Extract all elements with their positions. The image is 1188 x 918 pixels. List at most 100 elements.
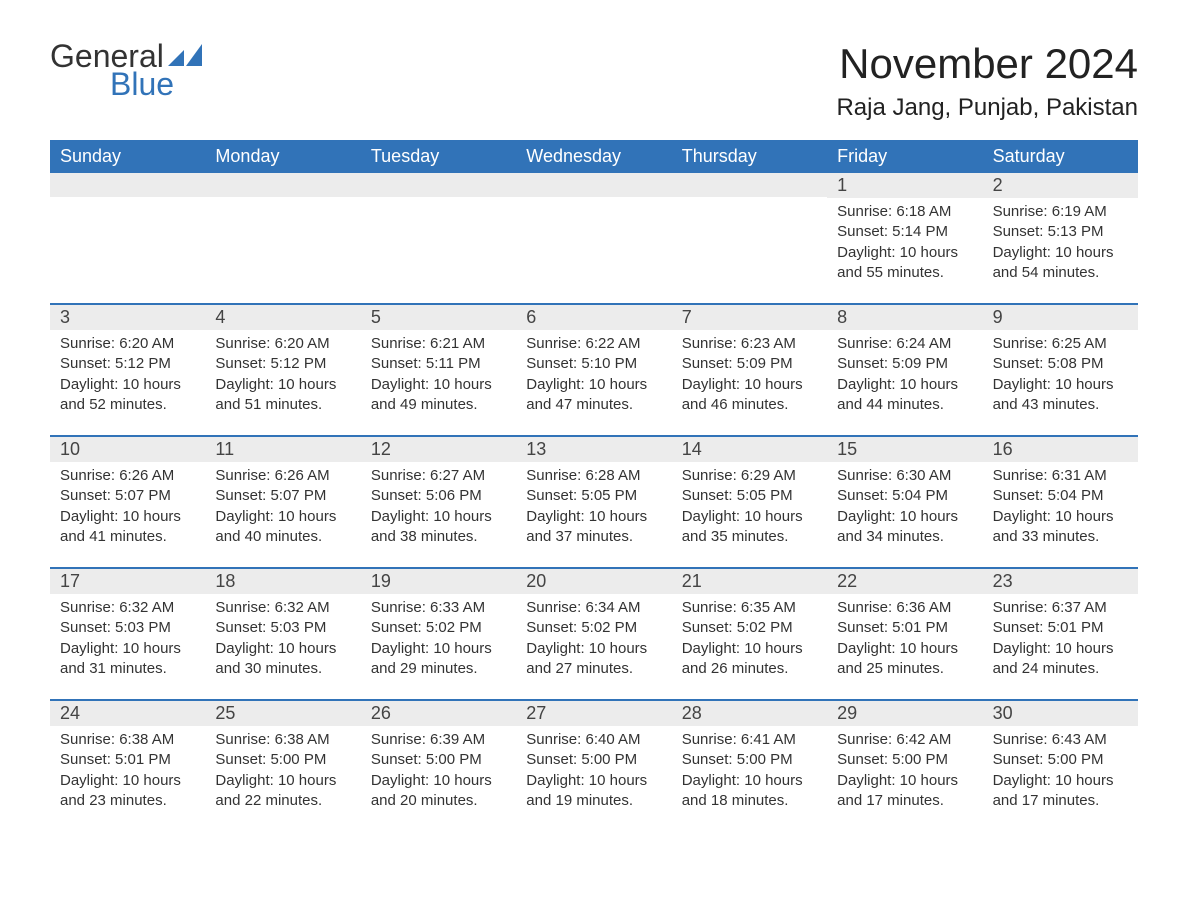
- day-number: 3: [50, 305, 205, 330]
- sunset-text: Sunset: 5:05 PM: [682, 486, 817, 506]
- day-number: 15: [827, 437, 982, 462]
- day-number: [50, 173, 205, 197]
- calendar-day: 16 Sunrise: 6:31 AMSunset: 5:04 PMDayligh…: [983, 437, 1138, 553]
- sunset-text: Sunset: 5:05 PM: [526, 486, 661, 506]
- sunset-text: Sunset: 5:04 PM: [837, 486, 972, 506]
- day-info: Sunrise: 6:22 AMSunset: 5:10 PMDaylight:…: [516, 334, 671, 415]
- day-info: Sunrise: 6:31 AMSunset: 5:04 PMDaylight:…: [983, 466, 1138, 547]
- sunset-text: Sunset: 5:01 PM: [993, 618, 1128, 638]
- sunset-text: Sunset: 5:02 PM: [682, 618, 817, 638]
- daylight-text: Daylight: 10 hours and 55 minutes.: [837, 243, 972, 284]
- sunset-text: Sunset: 5:12 PM: [215, 354, 350, 374]
- sunrise-text: Sunrise: 6:22 AM: [526, 334, 661, 354]
- sunset-text: Sunset: 5:00 PM: [526, 750, 661, 770]
- calendar-day: 3Sunrise: 6:20 AMSunset: 5:12 PMDaylight…: [50, 305, 205, 421]
- sunrise-text: Sunrise: 6:25 AM: [993, 334, 1128, 354]
- sunset-text: Sunset: 5:00 PM: [371, 750, 506, 770]
- day-number: 27: [516, 701, 671, 726]
- day-number: 16: [983, 437, 1138, 462]
- day-info: Sunrise: 6:32 AMSunset: 5:03 PMDaylight:…: [205, 598, 360, 679]
- daylight-text: Daylight: 10 hours and 24 minutes.: [993, 639, 1128, 680]
- day-number: 22: [827, 569, 982, 594]
- month-title: November 2024: [836, 40, 1138, 88]
- sunrise-text: Sunrise: 6:32 AM: [60, 598, 195, 618]
- brand-logo: General Blue: [50, 40, 202, 100]
- day-number: 14: [672, 437, 827, 462]
- daylight-text: Daylight: 10 hours and 49 minutes.: [371, 375, 506, 416]
- sunrise-text: Sunrise: 6:29 AM: [682, 466, 817, 486]
- sunrise-text: Sunrise: 6:31 AM: [993, 466, 1128, 486]
- day-number: 26: [361, 701, 516, 726]
- sunrise-text: Sunrise: 6:26 AM: [60, 466, 195, 486]
- sunset-text: Sunset: 5:01 PM: [837, 618, 972, 638]
- day-number: 9: [983, 305, 1138, 330]
- daylight-text: Daylight: 10 hours and 33 minutes.: [993, 507, 1128, 548]
- day-info: Sunrise: 6:25 AMSunset: 5:08 PMDaylight:…: [983, 334, 1138, 415]
- day-number: 7: [672, 305, 827, 330]
- day-number: [672, 173, 827, 197]
- calendar-week: 10Sunrise: 6:26 AMSunset: 5:07 PMDayligh…: [50, 435, 1138, 553]
- day-number: 12: [361, 437, 516, 462]
- daylight-text: Daylight: 10 hours and 38 minutes.: [371, 507, 506, 548]
- sunrise-text: Sunrise: 6:40 AM: [526, 730, 661, 750]
- sunset-text: Sunset: 5:03 PM: [215, 618, 350, 638]
- sunrise-text: Sunrise: 6:23 AM: [682, 334, 817, 354]
- day-info: Sunrise: 6:38 AMSunset: 5:00 PMDaylight:…: [205, 730, 360, 811]
- sunrise-text: Sunrise: 6:26 AM: [215, 466, 350, 486]
- calendar-day: 13Sunrise: 6:28 AMSunset: 5:05 PMDayligh…: [516, 437, 671, 553]
- day-number: 4: [205, 305, 360, 330]
- day-info: Sunrise: 6:41 AMSunset: 5:00 PMDaylight:…: [672, 730, 827, 811]
- calendar-day: [361, 173, 516, 289]
- sunset-text: Sunset: 5:00 PM: [682, 750, 817, 770]
- calendar-day: 17Sunrise: 6:32 AMSunset: 5:03 PMDayligh…: [50, 569, 205, 685]
- day-info: Sunrise: 6:33 AMSunset: 5:02 PMDaylight:…: [361, 598, 516, 679]
- day-info: Sunrise: 6:37 AMSunset: 5:01 PMDaylight:…: [983, 598, 1138, 679]
- day-label: Tuesday: [361, 140, 516, 173]
- calendar-day: 30Sunrise: 6:43 AMSunset: 5:00 PMDayligh…: [983, 701, 1138, 817]
- calendar-day: 12 Sunrise: 6:27 AMSunset: 5:06 PMDayligh…: [361, 437, 516, 553]
- day-number: 8: [827, 305, 982, 330]
- brand-word-2: Blue: [110, 68, 202, 100]
- day-number: 24: [50, 701, 205, 726]
- day-number: 10: [50, 437, 205, 462]
- daylight-text: Daylight: 10 hours and 44 minutes.: [837, 375, 972, 416]
- sunset-text: Sunset: 5:12 PM: [60, 354, 195, 374]
- calendar-week: 24Sunrise: 6:38 AMSunset: 5:01 PMDayligh…: [50, 699, 1138, 817]
- day-number: [516, 173, 671, 197]
- daylight-text: Daylight: 10 hours and 26 minutes.: [682, 639, 817, 680]
- day-number: 1: [827, 173, 982, 198]
- sunrise-text: Sunrise: 6:39 AM: [371, 730, 506, 750]
- day-info: Sunrise: 6:34 AMSunset: 5:02 PMDaylight:…: [516, 598, 671, 679]
- day-label: Sunday: [50, 140, 205, 173]
- calendar-day: 19Sunrise: 6:33 AMSunset: 5:02 PMDayligh…: [361, 569, 516, 685]
- day-number: 5: [361, 305, 516, 330]
- day-info: Sunrise: 6:24 AMSunset: 5:09 PMDaylight:…: [827, 334, 982, 415]
- day-info: Sunrise: 6:28 AMSunset: 5:05 PMDaylight:…: [516, 466, 671, 547]
- daylight-text: Daylight: 10 hours and 41 minutes.: [60, 507, 195, 548]
- daylight-text: Daylight: 10 hours and 27 minutes.: [526, 639, 661, 680]
- day-info: Sunrise: 6:40 AMSunset: 5:00 PMDaylight:…: [516, 730, 671, 811]
- day-info: Sunrise: 6:36 AMSunset: 5:01 PMDaylight:…: [827, 598, 982, 679]
- sunset-text: Sunset: 5:07 PM: [215, 486, 350, 506]
- day-number: 29: [827, 701, 982, 726]
- daylight-text: Daylight: 10 hours and 18 minutes.: [682, 771, 817, 812]
- day-info: Sunrise: 6:27 AMSunset: 5:06 PMDaylight:…: [361, 466, 516, 547]
- sunrise-text: Sunrise: 6:35 AM: [682, 598, 817, 618]
- sunrise-text: Sunrise: 6:30 AM: [837, 466, 972, 486]
- day-info: Sunrise: 6:42 AMSunset: 5:00 PMDaylight:…: [827, 730, 982, 811]
- day-info: Sunrise: 6:23 AMSunset: 5:09 PMDaylight:…: [672, 334, 827, 415]
- calendar-day: 27 Sunrise: 6:40 AMSunset: 5:00 PMDayligh…: [516, 701, 671, 817]
- day-number: 30: [983, 701, 1138, 726]
- sunset-text: Sunset: 5:00 PM: [215, 750, 350, 770]
- daylight-text: Daylight: 10 hours and 20 minutes.: [371, 771, 506, 812]
- sunrise-text: Sunrise: 6:27 AM: [371, 466, 506, 486]
- calendar-day: 18Sunrise: 6:32 AMSunset: 5:03 PMDayligh…: [205, 569, 360, 685]
- sunset-text: Sunset: 5:02 PM: [526, 618, 661, 638]
- day-number: 20: [516, 569, 671, 594]
- day-info: Sunrise: 6:26 AMSunset: 5:07 PMDaylight:…: [205, 466, 360, 547]
- daylight-text: Daylight: 10 hours and 30 minutes.: [215, 639, 350, 680]
- daylight-text: Daylight: 10 hours and 29 minutes.: [371, 639, 506, 680]
- calendar-day: 9 Sunrise: 6:25 AMSunset: 5:08 PMDaylight…: [983, 305, 1138, 421]
- day-info: Sunrise: 6:32 AMSunset: 5:03 PMDaylight:…: [50, 598, 205, 679]
- daylight-text: Daylight: 10 hours and 43 minutes.: [993, 375, 1128, 416]
